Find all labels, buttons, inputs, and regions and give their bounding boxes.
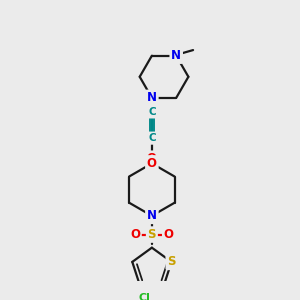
Text: O: O [130, 228, 140, 241]
Text: C: C [148, 133, 156, 143]
Text: N: N [147, 209, 157, 222]
Text: Cl: Cl [138, 293, 150, 300]
Text: N: N [171, 49, 181, 62]
Text: S: S [167, 255, 176, 268]
Text: O: O [164, 228, 174, 241]
Text: O: O [147, 157, 157, 170]
Text: O: O [147, 152, 157, 165]
Text: S: S [148, 228, 156, 241]
Text: N: N [147, 92, 157, 104]
Text: C: C [148, 107, 156, 117]
